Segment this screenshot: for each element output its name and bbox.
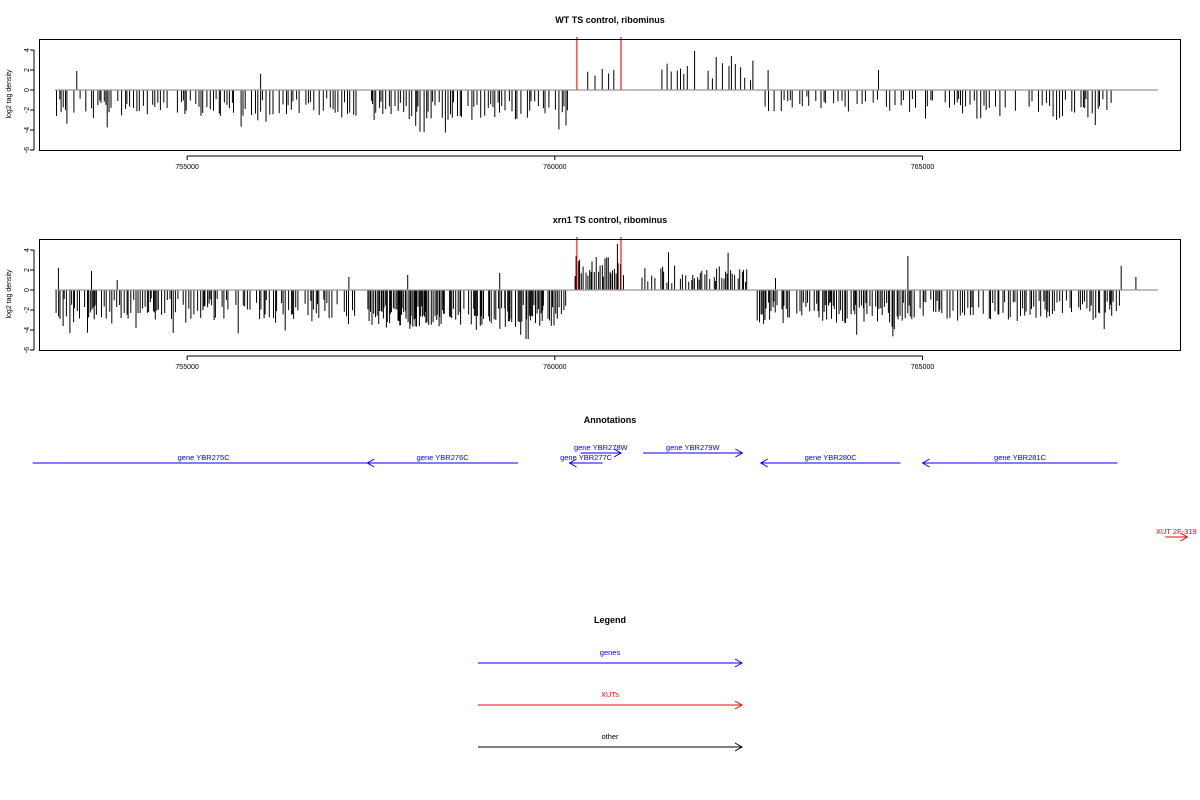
wt-plot-frame — [39, 39, 1181, 151]
annotation-label: XUT 2F-319 — [1156, 527, 1197, 536]
arrowhead — [613, 448, 623, 458]
x-tick-label: 765000 — [911, 364, 934, 371]
annotation-feature: gene YBR276C — [366, 453, 519, 468]
annotation-features: gene YBR275C gene YBR276C gene YBR277Cgene… — [32, 443, 1197, 542]
y-tick-label: 0 — [24, 288, 31, 292]
annotations-track: Annotations gene YBR275C gene YBR276C gene… — [32, 415, 1197, 542]
x-tick-label: 760000 — [543, 164, 566, 171]
legend-entry: genes — [478, 648, 744, 668]
annotation-label: gene YBR279W — [666, 443, 721, 452]
x-tick-label: 760000 — [543, 364, 566, 371]
wt-density-panel: WT TS control, ribominus log2 tag densit… — [6, 15, 1181, 171]
annotation-label: gene YBR281C — [994, 453, 1047, 462]
annotation-feature: gene YBR281C — [921, 453, 1118, 468]
annotation-feature: gene YBR275C — [32, 453, 375, 464]
y-tick-label: 2 — [24, 268, 31, 272]
xrn1-y-axis: -6 -4 -2 0 2 4 — [24, 248, 35, 353]
legend-label: genes — [600, 648, 621, 657]
annotations-title: Annotations — [584, 415, 637, 425]
y-tick-label: -4 — [24, 127, 31, 133]
legend-title: Legend — [594, 615, 626, 625]
annotation-label: gene YBR275C — [178, 453, 231, 462]
annotation-label: gene YBR278W — [574, 443, 629, 452]
y-tick-label: 4 — [24, 48, 31, 52]
wt-panel-title: WT TS control, ribominus — [555, 15, 665, 25]
x-tick-label: 765000 — [911, 164, 934, 171]
annotation-feature: gene YBR280C — [759, 453, 901, 468]
x-tick-label: 755000 — [175, 164, 198, 171]
y-tick-label: 4 — [24, 248, 31, 252]
y-tick-label: 2 — [24, 68, 31, 72]
xrn1-x-axis: 755000 760000 765000 — [175, 355, 934, 371]
arrowhead — [568, 458, 577, 468]
legend-entries: genes XUTs other — [478, 648, 744, 752]
x-tick-label: 755000 — [175, 364, 198, 371]
arrowhead — [735, 448, 744, 458]
annotation-feature: gene YBR277C — [560, 453, 613, 468]
annotation-feature: gene YBR278W — [574, 443, 629, 458]
legend-label: XUTs — [601, 690, 619, 699]
annotation-label: gene YBR277C — [560, 453, 613, 462]
y-tick-label: -2 — [24, 307, 31, 313]
arrowhead — [734, 658, 744, 668]
arrowhead — [921, 458, 930, 468]
xrn1-density-panel: xrn1 TS control, ribominus log2 tag dens… — [6, 215, 1181, 371]
arrowhead — [366, 458, 375, 468]
xrn1-panel-title: xrn1 TS control, ribominus — [553, 215, 668, 225]
wt-y-axis: -6 -4 -2 0 2 4 — [24, 48, 35, 153]
xrn1-plot-frame — [39, 239, 1181, 351]
arrowhead — [734, 700, 744, 710]
wt-bars — [54, 37, 1158, 133]
wt-y-axis-label: log2 tag density — [6, 69, 13, 119]
legend-entry: XUTs — [478, 690, 744, 710]
annotation-feature: XUT 2F-319 — [1156, 527, 1197, 542]
annotation-label: gene YBR276C — [417, 453, 470, 462]
arrowhead — [759, 458, 769, 468]
y-tick-label: -4 — [24, 327, 31, 333]
arrowhead — [734, 742, 744, 752]
legend-label: other — [601, 732, 619, 741]
xrn1-y-axis-label: log2 tag density — [6, 269, 13, 319]
annotation-label: gene YBR280C — [805, 453, 858, 462]
y-tick-label: -6 — [24, 347, 31, 353]
arrowhead — [1180, 532, 1189, 542]
legend: Legend genes XUTs other — [478, 615, 744, 752]
xrn1-bars — [54, 237, 1158, 339]
y-tick-label: -2 — [24, 107, 31, 113]
y-tick-label: 0 — [24, 88, 31, 92]
legend-entry: other — [478, 732, 744, 752]
wt-x-axis: 755000 760000 765000 — [175, 155, 934, 171]
annotation-feature: gene YBR279W — [643, 443, 744, 458]
y-tick-label: -6 — [24, 147, 31, 153]
